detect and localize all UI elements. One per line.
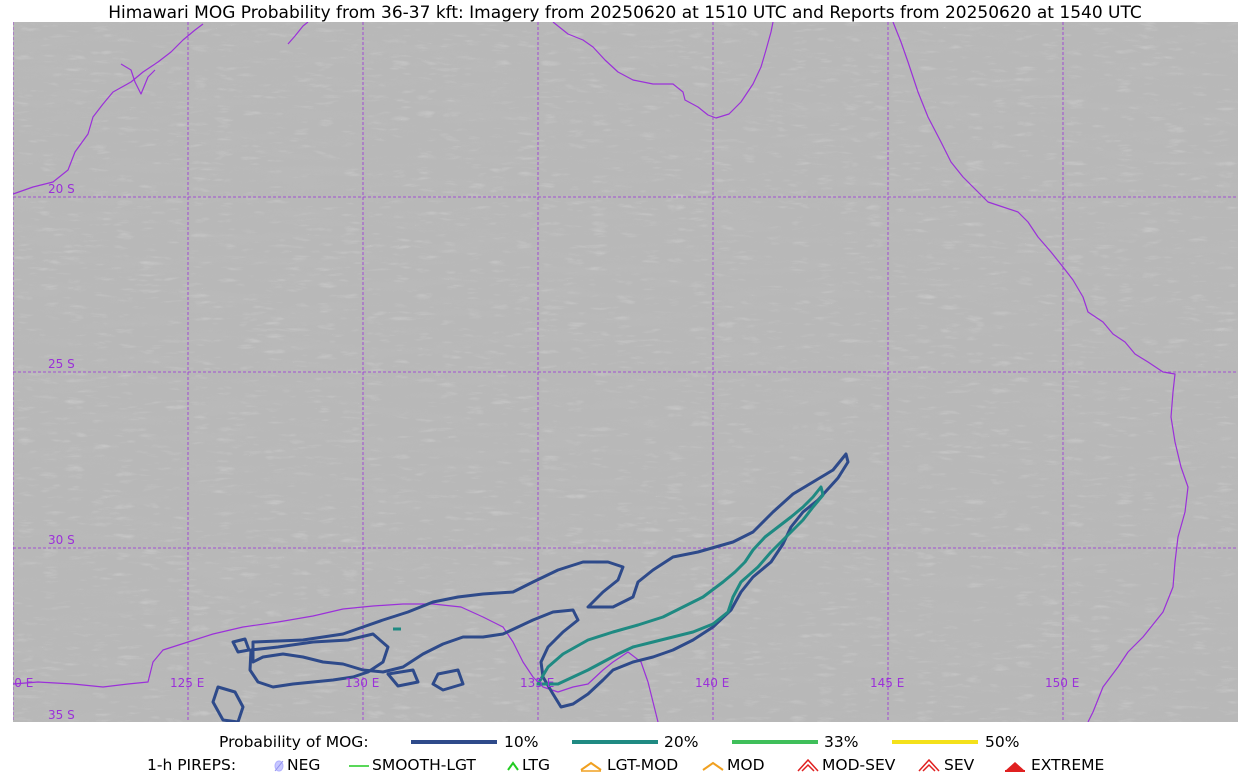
contour-10-small xyxy=(431,668,465,692)
coastline xyxy=(13,22,1189,722)
contour-10-west xyxy=(248,632,390,689)
mod-label: MOD xyxy=(727,756,765,774)
smooth-lgt-icon xyxy=(348,757,370,773)
lat-label-20s: 20 S xyxy=(48,182,75,196)
mod-icon xyxy=(702,757,724,773)
smooth-lgt-label: SMOOTH-LGT xyxy=(372,756,476,774)
lat-label-25s: 25 S xyxy=(48,357,75,371)
contour-10-percent xyxy=(211,452,850,722)
level-10-label: 10% xyxy=(504,733,539,751)
lon-label-130e: 130 E xyxy=(345,676,380,690)
extreme-label: EXTREME xyxy=(1031,756,1105,774)
lat-label-30s: 30 S xyxy=(48,533,75,547)
sev-icon xyxy=(918,757,940,773)
pirep-legend-title: 1-h PIREPS: xyxy=(147,756,237,774)
lon-label-145e: 145 E xyxy=(870,676,905,690)
neg-icon xyxy=(271,757,287,773)
satellite-map: 20 S 25 S 30 S 35 S 120 E 125 E 130 E 13… xyxy=(13,22,1238,722)
level-50-label: 50% xyxy=(985,733,1020,751)
extreme-icon xyxy=(1004,757,1026,773)
mod-sev-label: MOD-SEV xyxy=(822,756,896,774)
swatch-50 xyxy=(892,740,978,744)
lgt-mod-icon xyxy=(580,757,602,773)
lon-label-120e: 120 E xyxy=(13,676,34,690)
pirep-legend: 1-h PIREPS: NEG SMOOTH-LGT LTG LGT-MOD M… xyxy=(0,754,1250,776)
sev-label: SEV xyxy=(944,756,975,774)
ltg-label: LTG xyxy=(522,756,550,774)
contour-10-small-2 xyxy=(386,668,420,688)
mod-sev-icon xyxy=(797,757,819,773)
level-20-label: 20% xyxy=(664,733,699,751)
lat-label-35s: 35 S xyxy=(48,708,75,722)
contour-20-percent xyxy=(393,485,825,686)
coastline-top-end xyxy=(287,22,309,45)
swatch-20 xyxy=(572,740,658,744)
contour-10-islet xyxy=(231,637,251,654)
coastline-gulf-of-carpentaria xyxy=(552,22,774,119)
coastline-kimberley xyxy=(120,63,156,95)
contour-10-main xyxy=(251,452,850,709)
graticule xyxy=(13,22,1238,722)
map-title: Himawari MOG Probability from 36-37 kft:… xyxy=(108,3,1142,23)
probability-legend-title: Probability of MOG: xyxy=(219,733,369,751)
ltg-icon xyxy=(505,757,521,773)
coastline-south xyxy=(13,603,659,722)
swatch-10 xyxy=(411,740,497,744)
lgt-mod-label: LGT-MOD xyxy=(607,756,679,774)
lon-label-125e: 125 E xyxy=(170,676,205,690)
coastline-east xyxy=(892,22,1189,722)
lon-label-135e: 135 E xyxy=(520,676,555,690)
contour-10-southwest xyxy=(211,685,245,722)
level-33-label: 33% xyxy=(824,733,859,751)
neg-label: NEG xyxy=(287,756,321,774)
lon-label-150e: 150 E xyxy=(1045,676,1080,690)
contour-20-main xyxy=(536,485,825,686)
lon-label-140e: 140 E xyxy=(695,676,730,690)
probability-legend: Probability of MOG: 10% 20% 33% 50% xyxy=(0,731,1250,753)
coastline-northwest xyxy=(13,23,204,195)
swatch-33 xyxy=(732,740,818,744)
